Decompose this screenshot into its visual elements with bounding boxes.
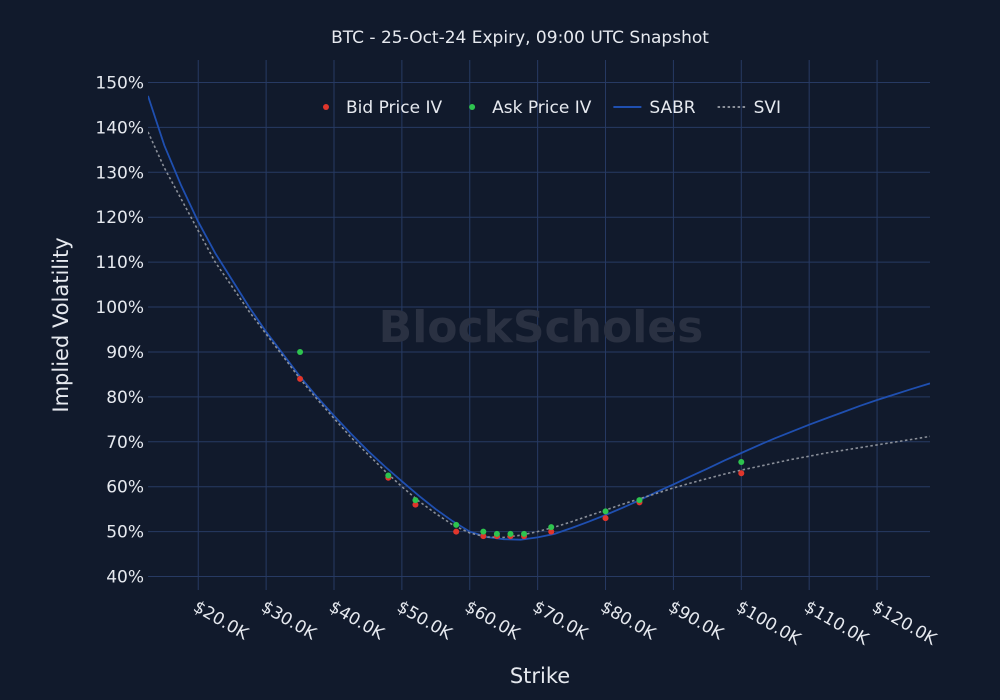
legend-label: SABR (649, 98, 695, 118)
svi-line (148, 131, 930, 539)
y-tick-label: 70% (106, 433, 144, 453)
legend-item-ask-price-iv[interactable]: Ask Price IV (469, 98, 592, 118)
legend-label: Bid Price IV (346, 98, 442, 118)
x-tick-label: $50.0K (393, 597, 456, 645)
y-tick-label: 130% (95, 163, 144, 183)
ask-price-iv-point (521, 530, 528, 537)
x-tick-label: $20.0K (190, 597, 253, 645)
ask-price-iv-point (453, 521, 460, 528)
x-axis-ticks: $20.0K $30.0K $40.0K $50.0K $60.0K $70.0K $80.… (190, 597, 941, 650)
legend-item-sabr[interactable]: SABR (613, 98, 696, 118)
legend-swatch (323, 104, 329, 110)
y-axis-ticks: 40% 50% 60% 70% 80% 90% 100% 110% 120% 130% 140% 15… (95, 73, 144, 587)
ask-price-iv-point (493, 530, 500, 537)
bid-price-iv-point (297, 375, 304, 382)
legend-item-svi[interactable]: SVI (717, 98, 781, 118)
x-tick-label: $60.0K (461, 597, 524, 645)
x-tick-label: $90.0K (665, 597, 728, 645)
y-tick-label: 100% (95, 298, 144, 318)
chart-title: BTC - 25-Oct-24 Expiry, 09:00 UTC Snapsh… (331, 28, 709, 48)
series-layer (148, 95, 930, 541)
x-tick-label: $40.0K (325, 597, 388, 645)
legend-item-bid-price-iv[interactable]: Bid Price IV (323, 98, 442, 118)
legend-label: SVI (754, 98, 781, 118)
ask-price-iv-point (480, 528, 487, 535)
bid-price-iv-point (548, 528, 555, 535)
x-axis-title: Strike (510, 664, 570, 688)
y-tick-label: 40% (106, 568, 144, 588)
sabr-line (148, 95, 930, 541)
ask-price-iv-point (385, 472, 392, 479)
bid-price-iv-point (480, 533, 487, 540)
watermark: BlockScholes (379, 302, 704, 353)
y-tick-label: 50% (106, 523, 144, 543)
y-tick-label: 120% (95, 208, 144, 228)
y-axis-title: Implied Volatility (49, 237, 73, 412)
legend-label: Ask Price IV (492, 98, 592, 118)
x-tick-label: $100.0K (733, 597, 805, 650)
ask-price-iv-point (738, 458, 745, 465)
ask-price-iv-point (548, 524, 555, 531)
bid-price-iv-point (412, 501, 419, 508)
bid-price-iv-point (738, 470, 745, 477)
legend-swatch (469, 104, 476, 110)
y-tick-label: 90% (106, 343, 144, 363)
ask-price-iv-point (507, 530, 514, 537)
x-tick-label: $80.0K (597, 597, 660, 645)
y-tick-label: 150% (95, 73, 144, 93)
y-tick-label: 140% (95, 118, 144, 138)
y-tick-label: 80% (106, 388, 144, 408)
x-tick-label: $70.0K (529, 597, 592, 645)
x-tick-label: $120.0K (869, 597, 941, 650)
bid-price-iv-point (602, 515, 609, 522)
x-tick-label: $110.0K (801, 597, 873, 650)
bid-price-iv-point (453, 528, 460, 535)
ask-price-iv-point (412, 497, 419, 504)
ask-price-iv-point (602, 508, 609, 515)
ask-price-iv-point (297, 348, 304, 355)
legend: Bid Price IV Ask Price IV SABR SVI (323, 98, 781, 118)
x-tick-label: $30.0K (258, 597, 321, 645)
y-tick-label: 60% (106, 478, 144, 498)
y-tick-label: 110% (95, 253, 144, 273)
ask-price-iv-point (636, 497, 643, 504)
